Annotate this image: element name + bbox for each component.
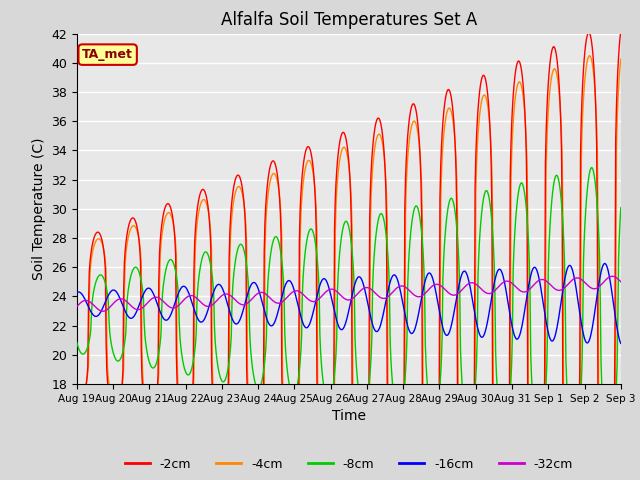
X-axis label: Time: Time — [332, 409, 366, 423]
Title: Alfalfa Soil Temperatures Set A: Alfalfa Soil Temperatures Set A — [221, 11, 477, 29]
Legend: -2cm, -4cm, -8cm, -16cm, -32cm: -2cm, -4cm, -8cm, -16cm, -32cm — [120, 453, 578, 476]
Text: TA_met: TA_met — [82, 48, 133, 61]
Y-axis label: Soil Temperature (C): Soil Temperature (C) — [31, 138, 45, 280]
